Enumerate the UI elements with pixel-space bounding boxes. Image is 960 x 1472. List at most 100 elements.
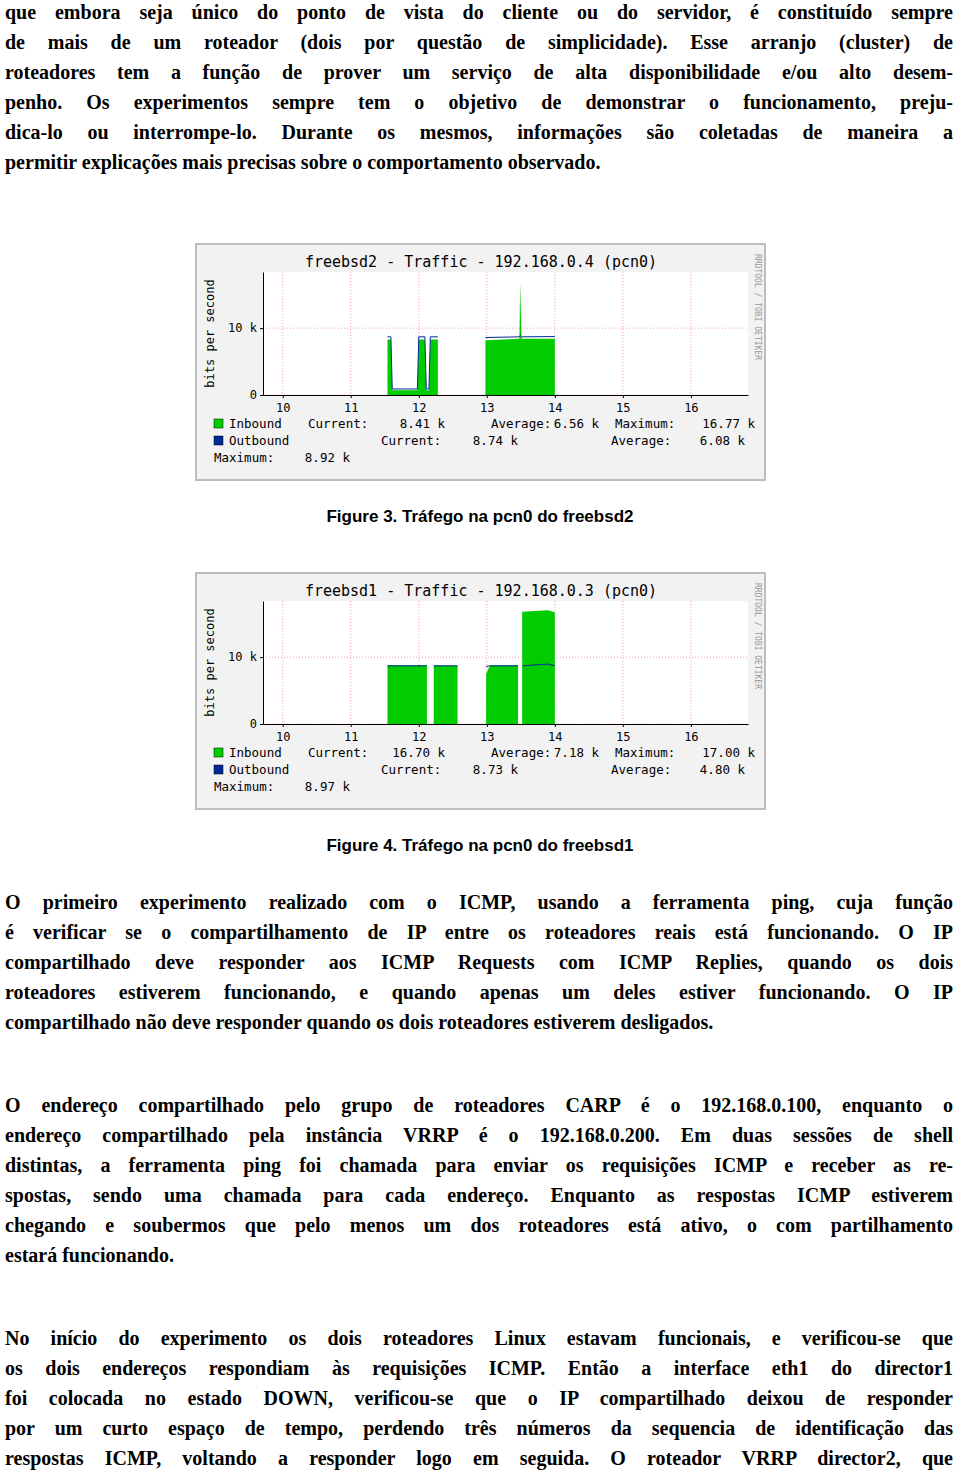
legend-stat-label: Current: — [308, 745, 368, 760]
tick-mark — [691, 724, 692, 727]
text-line: penho. Os experimentos sempre tem o obje… — [5, 87, 953, 117]
tick-label: 16 — [684, 730, 698, 744]
tick: 0 — [250, 717, 263, 731]
legend-stat-value: 8.97 k — [305, 779, 351, 794]
y-axis: 010 k — [228, 273, 263, 403]
grid-line — [263, 657, 748, 658]
legend-stat-label: Maximum: — [214, 779, 274, 794]
legend-label: Inbound — [229, 416, 282, 431]
tick-label: 10 — [276, 401, 290, 415]
legend-stat-label: Maximum: — [615, 416, 675, 431]
tick-label: 15 — [616, 730, 630, 744]
text-line: spostas, sendo uma chamada para cada end… — [5, 1180, 953, 1210]
text-line: por um curto espaço de tempo, perdendo t… — [5, 1413, 953, 1443]
tick-mark — [419, 724, 420, 727]
tick: 10 — [276, 395, 290, 415]
tick: 12 — [412, 724, 426, 744]
grid-line — [350, 601, 351, 724]
tick-label: 13 — [480, 730, 494, 744]
tick-mark — [623, 395, 624, 398]
grid-line — [622, 601, 623, 724]
chart-title: freebsd2 - Traffic - 192.168.0.4 (pcn0) — [305, 253, 657, 271]
y-axis: 0 10 k — [228, 602, 263, 732]
text-line: de mais de um roteador (dois por questão… — [5, 27, 953, 57]
legend-stat-label: Maximum: — [214, 450, 274, 465]
legend-stat-label: Average: — [491, 745, 551, 760]
tick-mark — [351, 395, 352, 398]
legend-stat-value: 8.73 k — [473, 762, 519, 777]
tick: 14 — [548, 395, 562, 415]
legend-swatch — [214, 748, 223, 757]
tick-mark — [555, 395, 556, 398]
tick: 15 — [616, 724, 630, 744]
text-line: distintas, a ferramenta ping foi chamada… — [5, 1150, 953, 1180]
traffic-area — [387, 283, 554, 395]
legend-stat-value: 17.00 k — [702, 745, 755, 760]
text-line: O primeiro experimento realizado com o I… — [5, 887, 953, 917]
traffic-area — [387, 610, 554, 724]
legend-label: Outbound — [229, 433, 289, 448]
legend-stat-value: 8.92 k — [305, 450, 351, 465]
annotation: RRDTOOL / TOBI OETIKER — [753, 583, 762, 689]
legend-swatch — [214, 765, 223, 774]
legend-stat-label: Average: — [611, 433, 671, 448]
tick-mark — [555, 724, 556, 727]
legend-swatch — [214, 419, 223, 428]
legend-stat-value: 8.41 k — [400, 416, 446, 431]
figure-caption: Figure 4. Tráfego na pcn0 do freebsd1 — [0, 834, 960, 858]
grid-line — [690, 272, 691, 395]
grid — [263, 601, 748, 724]
tick: 15 — [616, 395, 630, 415]
tick-mark — [260, 724, 263, 725]
tick-mark — [260, 328, 263, 329]
tick-mark — [691, 395, 692, 398]
tick: 10 k — [228, 650, 263, 664]
tick-label: 12 — [412, 730, 426, 744]
x-axis: 10 11 12 13 14 15 16 — [264, 724, 749, 744]
tick-mark — [283, 724, 284, 727]
axis-title: bits per second — [203, 608, 217, 716]
text-line: dica-lo ou interrompe-lo. Durante os mes… — [5, 117, 953, 147]
tick-label: 0 — [250, 717, 257, 731]
legend-stat-label: Maximum: — [615, 745, 675, 760]
grid-line — [350, 272, 351, 395]
text-line: os dois endereços respondiam às requisiç… — [5, 1353, 953, 1383]
text-line: estará funcionando. — [5, 1240, 953, 1270]
grid-line — [690, 601, 691, 724]
legend: InboundCurrent:16.70 kAverage:7.18 kMaxi… — [214, 745, 755, 794]
x-axis: 10111213141516 — [264, 395, 749, 415]
axis-title: bits per second — [203, 279, 217, 387]
tick-label: 13 — [480, 401, 494, 415]
tick-label: 10 — [276, 730, 290, 744]
text-line: respostas ICMP, voltando a responder log… — [5, 1443, 953, 1472]
tick: 10 — [276, 724, 290, 744]
tick-mark — [487, 724, 488, 727]
grid-line — [282, 272, 283, 395]
legend-stat-value: 7.18 k — [554, 745, 600, 760]
traffic-line — [387, 664, 554, 666]
tick-mark — [260, 657, 263, 658]
tick: 11 — [344, 724, 358, 744]
axis-line — [263, 273, 264, 396]
text-line: No início do experimento os dois roteado… — [5, 1323, 953, 1353]
tick-mark — [260, 395, 263, 396]
tick: 12 — [412, 395, 426, 415]
tick-label: 14 — [548, 730, 562, 744]
axis-line — [264, 395, 749, 396]
chart: 10111213141516010 kfreebsd2 - Traffic - … — [195, 243, 766, 481]
legend-stat-value: 16.77 k — [702, 416, 755, 431]
tick-label: 10 k — [228, 321, 258, 335]
text-line: endereço compartilhado pela instância VR… — [5, 1120, 953, 1150]
text-line: chegando e soubermos que pelo menos um d… — [5, 1210, 953, 1240]
tick-label: 11 — [344, 730, 358, 744]
legend-stat-label: Average: — [491, 416, 551, 431]
legend-stat-label: Current: — [381, 762, 441, 777]
grid-line — [622, 272, 623, 395]
text-line: compartilhado não deve responder quando … — [5, 1007, 953, 1037]
chart: 10111213141516010 kfreebsd1 - Traffic - … — [195, 572, 766, 810]
tick-label: 12 — [412, 401, 426, 415]
traffic-line — [387, 336, 554, 389]
chart-background — [196, 573, 765, 809]
tick: 11 — [344, 395, 358, 415]
tick: 13 — [480, 724, 494, 744]
